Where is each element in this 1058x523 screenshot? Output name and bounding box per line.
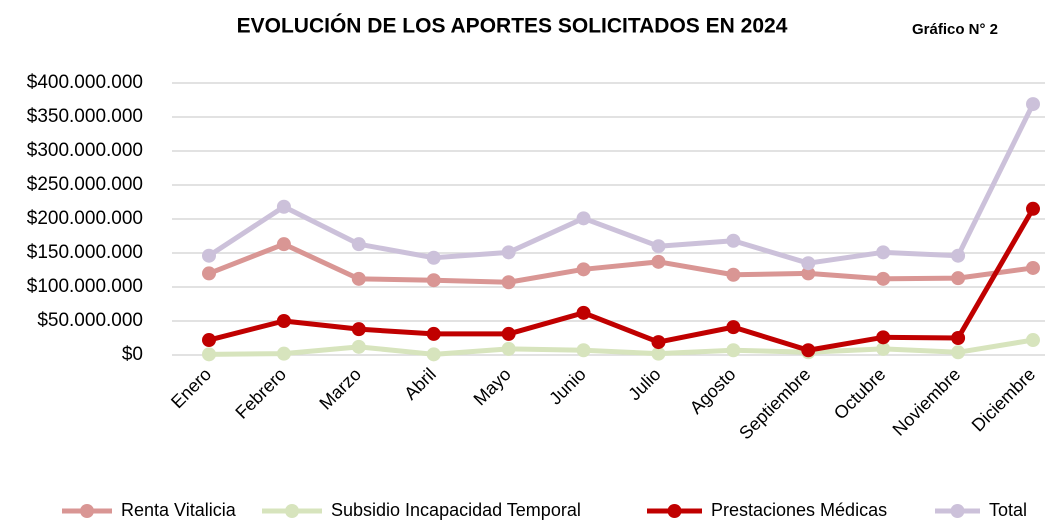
marker [276,314,291,328]
x-tick-label: Diciembre [968,364,1039,435]
marker [801,256,816,271]
x-tick-label: Julio [624,364,664,404]
marker [651,239,666,254]
marker [276,199,291,214]
legend-label: Subsidio Incapacidad Temporal [331,500,581,520]
marker [651,254,666,269]
marker [501,275,516,290]
series-line [207,102,1036,266]
chart-title: EVOLUCIÓN DE LOS APORTES SOLICITADOS EN … [237,14,788,38]
marker [726,320,741,335]
marker [951,345,966,360]
x-tick-label: Noviembre [889,364,965,440]
x-tick-label: Agosto [686,364,740,418]
marker [426,273,441,288]
y-tick-label: $400.000.000 [27,72,143,93]
y-tick-label: $100.000.000 [27,276,143,297]
marker [651,335,666,350]
series-line [208,337,1034,357]
marker [576,211,591,226]
marker [501,341,516,356]
x-tick-label: Septiembre [735,364,814,443]
legend-marker [80,504,94,518]
marker [876,341,891,356]
marker [202,333,216,348]
marker [501,245,516,260]
x-tick-label: Enero [167,364,215,412]
marker [876,245,891,260]
marker [726,343,741,358]
marker [276,237,291,252]
marker [351,237,366,252]
legend-label: Prestaciones Médicas [711,500,887,520]
marker [726,233,741,248]
marker [1026,97,1040,112]
legend-label: Total [989,500,1027,520]
y-tick-label: $350.000.000 [27,106,143,127]
y-tick-label: $300.000.000 [27,140,143,161]
marker [951,248,966,263]
y-tick-label: $200.000.000 [27,208,143,229]
marker [651,346,666,361]
marker [951,271,966,286]
marker [426,326,441,341]
x-tick-label: Mayo [470,364,515,409]
marker [351,339,366,354]
series-line [208,207,1036,353]
marker [1026,333,1040,348]
marker [202,347,216,362]
marker [876,330,891,345]
marker [801,343,816,358]
legend-marker [950,504,965,518]
marker [951,331,966,345]
x-tick-label: Octubre [830,364,889,423]
marker [426,250,441,265]
chart-subtitle: Gráfico N° 2 [912,21,998,38]
legend-label: Renta Vitalicia [121,500,237,520]
marker [276,346,291,361]
legend-marker [285,504,299,518]
marker [1026,201,1040,216]
marker [576,262,591,277]
x-tick-label: Abril [400,364,440,404]
y-tick-label: $250.000.000 [27,174,143,195]
y-tick-label: $50.000.000 [37,310,143,331]
marker [726,267,741,282]
x-tick-label: Marzo [315,364,365,414]
marker [576,343,591,358]
x-tick-label: Febrero [231,364,290,423]
series-line [208,241,1034,285]
y-tick-label: $0 [122,344,143,365]
legend-marker [667,504,682,518]
marker [876,271,891,286]
marker [801,266,816,281]
marker [1026,260,1040,275]
marker [351,322,366,337]
marker [202,266,216,281]
marker [351,271,366,286]
x-tick-label: Junio [545,364,590,409]
marker [501,326,516,341]
y-tick-label: $150.000.000 [27,242,143,263]
marker [576,305,591,320]
marker [202,248,216,263]
marker [426,347,441,362]
